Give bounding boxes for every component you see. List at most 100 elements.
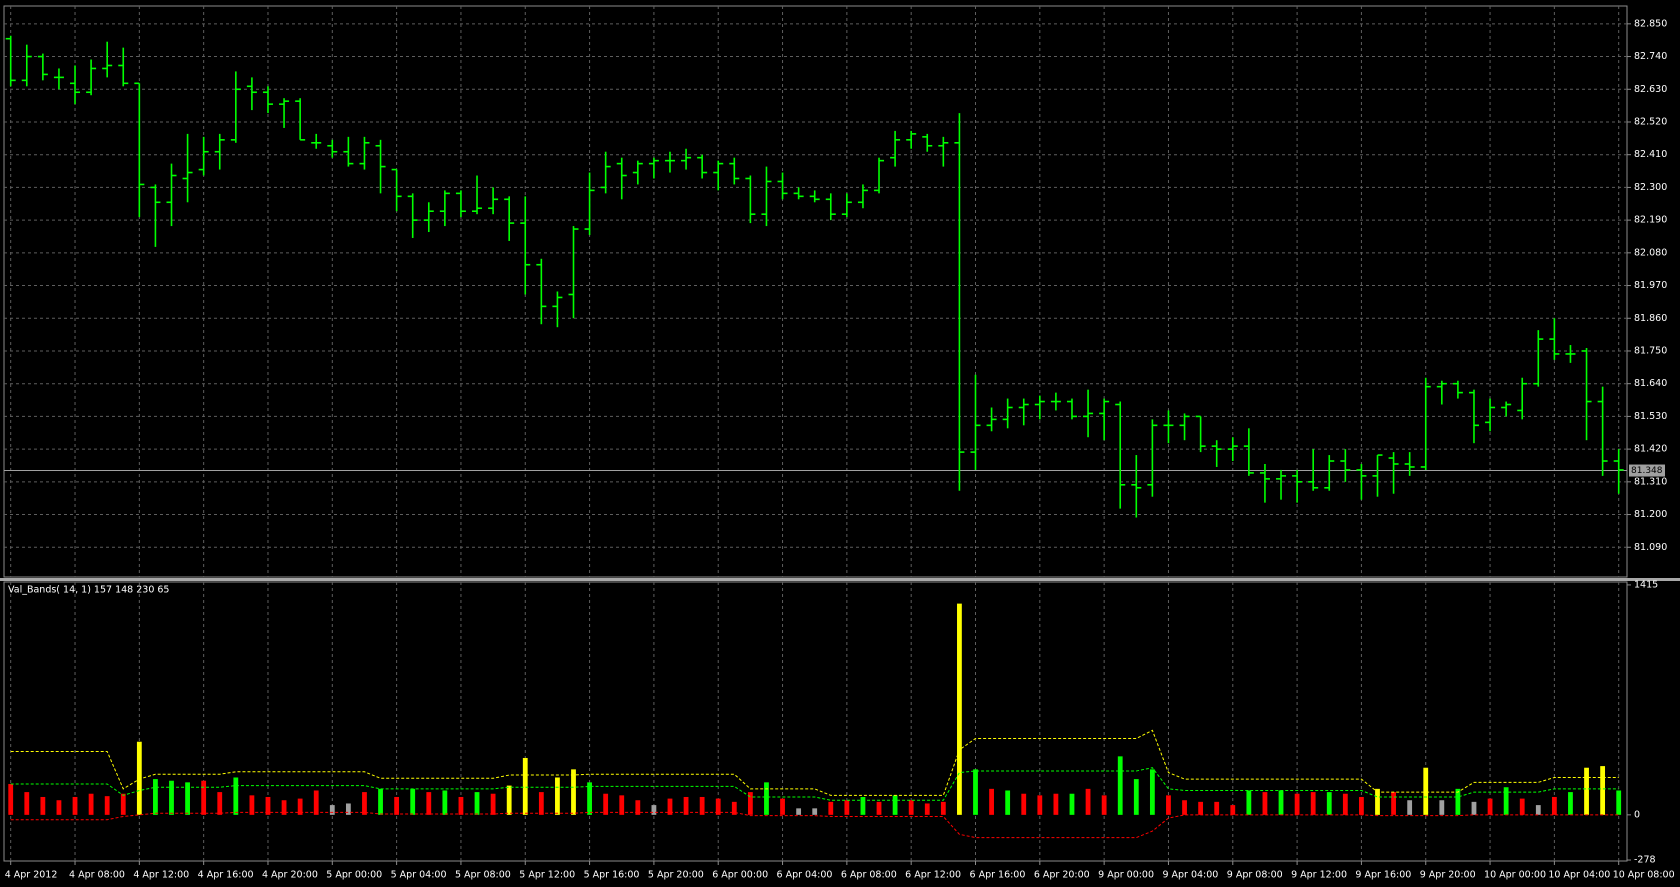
x-tick-label: 9 Apr 04:00 [1162,870,1218,881]
histogram-bar [1085,788,1091,815]
y-tick-label: 82.190 [1634,215,1667,226]
y-tick-label: 81.970 [1634,280,1667,291]
histogram-bar [635,800,641,815]
y-tick-label: 81.310 [1634,476,1667,487]
histogram-bar [265,796,271,815]
indicator-panel-frame [3,581,1628,862]
histogram-bar [1053,793,1059,815]
y-tick-label: 81.530 [1634,411,1667,422]
x-tick-label: 5 Apr 08:00 [455,870,511,881]
histogram-bar [876,801,882,815]
histogram-bar [796,808,802,815]
histogram-bar [587,782,592,815]
x-tick-label: 10 Apr 08:00 [1613,870,1675,881]
x-tick-label: 5 Apr 00:00 [326,870,382,881]
band-line [10,811,1619,839]
histogram-bar [201,780,207,815]
histogram-bar [812,808,818,815]
y-tick-label: 82.520 [1634,116,1667,127]
main-panel-frame [3,5,1628,578]
histogram-bar [313,790,319,815]
histogram-bar [828,801,834,815]
x-tick-label: 6 Apr 08:00 [841,870,897,881]
histogram-bar [764,782,769,815]
y-tick-label: 82.080 [1634,247,1667,258]
histogram-bar [1005,790,1011,815]
histogram-bar [780,798,785,815]
histogram-bar [1439,800,1445,815]
histogram-bar [1471,801,1477,815]
histogram-bar [56,800,62,815]
y-tick-label: -278 [1634,855,1656,866]
histogram-bar [1246,790,1252,815]
histogram-bar [1133,779,1139,815]
histogram-bar [1021,793,1027,815]
histogram-bar [1310,792,1316,815]
y-tick-label: 81.860 [1634,313,1667,324]
current-price-label: 81.348 [1631,466,1663,476]
y-tick-label: 1415 [1634,579,1658,590]
x-tick-label: 4 Apr 20:00 [262,870,318,881]
x-tick-label: 6 Apr 04:00 [777,870,833,881]
histogram-bar [506,785,512,815]
y-tick-label: 81.750 [1634,345,1667,356]
histogram-bar [120,793,126,815]
histogram-bar [40,796,46,815]
histogram-bar [555,777,560,815]
histogram-bar [1487,798,1493,815]
x-tick-label: 5 Apr 20:00 [648,870,704,881]
x-tick-label: 6 Apr 00:00 [712,870,768,881]
histogram-bar [233,777,239,815]
histogram-bar [88,793,94,815]
histogram-bar [1230,805,1236,815]
histogram-bar [844,800,850,815]
histogram-bar [538,792,544,815]
histogram-bar [458,796,464,815]
x-tick-label: 6 Apr 12:00 [905,870,961,881]
histogram-bar [1391,792,1396,815]
histogram-bar [362,792,367,815]
histogram-bar [1423,767,1429,815]
histogram-bar [490,793,496,815]
x-tick-label: 6 Apr 16:00 [970,870,1026,881]
x-tick-label: 9 Apr 08:00 [1227,870,1283,881]
histogram-bar [410,788,416,815]
histogram-bar [185,782,190,815]
band-line [10,729,1619,796]
histogram-bar [1375,788,1380,815]
histogram-bar [136,741,142,815]
y-tick-label: 82.630 [1634,84,1667,95]
histogram-bar [1568,792,1573,815]
histogram-bar [731,801,737,815]
histogram-bar [474,792,480,815]
histogram-bar [1407,800,1413,815]
indicator-title: Val_Bands( 14, 1) 157 148 230 65 [8,585,169,596]
histogram-bar [1342,793,1348,815]
band-line [10,767,1619,801]
y-tick-label: 81.420 [1634,444,1667,455]
histogram-bar [619,795,625,815]
histogram-bar [394,796,400,815]
histogram-bar [571,769,576,815]
histogram-bar [603,793,609,815]
histogram-bar [908,800,914,815]
histogram-bar [1503,787,1509,815]
histogram-bar [426,792,432,815]
y-tick-label: 0 [1634,809,1640,820]
histogram-bar [1294,793,1300,815]
histogram-bar [1166,795,1171,815]
histogram-bar [1535,805,1541,815]
x-tick-label: 5 Apr 16:00 [584,870,640,881]
histogram-bar [1198,801,1204,815]
histogram-bar [1551,796,1557,815]
histogram-bar [957,603,962,815]
histogram-bar [8,783,14,815]
histogram-bar [973,769,978,815]
current-price-box [1629,464,1665,477]
histogram-bar [1519,798,1525,815]
histogram-bar [892,795,898,815]
histogram-bar [329,805,335,815]
x-tick-label: 9 Apr 12:00 [1291,870,1347,881]
histogram-bar [940,801,946,815]
histogram-bar [667,798,673,815]
